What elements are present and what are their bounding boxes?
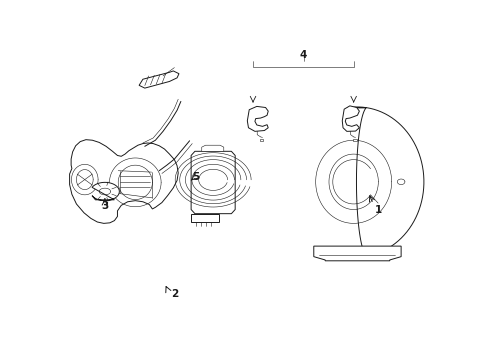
Polygon shape: [260, 139, 263, 141]
Text: 4: 4: [300, 50, 307, 60]
Text: 3: 3: [101, 201, 109, 211]
Polygon shape: [191, 214, 219, 222]
Polygon shape: [139, 71, 179, 88]
Text: 5: 5: [193, 172, 200, 182]
Polygon shape: [70, 140, 178, 223]
Text: 1: 1: [375, 204, 382, 215]
Polygon shape: [92, 183, 120, 201]
Polygon shape: [353, 139, 357, 141]
Text: 2: 2: [171, 289, 178, 299]
Polygon shape: [191, 151, 235, 214]
Polygon shape: [202, 145, 224, 151]
Polygon shape: [247, 107, 268, 131]
Polygon shape: [314, 246, 401, 261]
Polygon shape: [347, 107, 424, 257]
Polygon shape: [342, 106, 359, 131]
